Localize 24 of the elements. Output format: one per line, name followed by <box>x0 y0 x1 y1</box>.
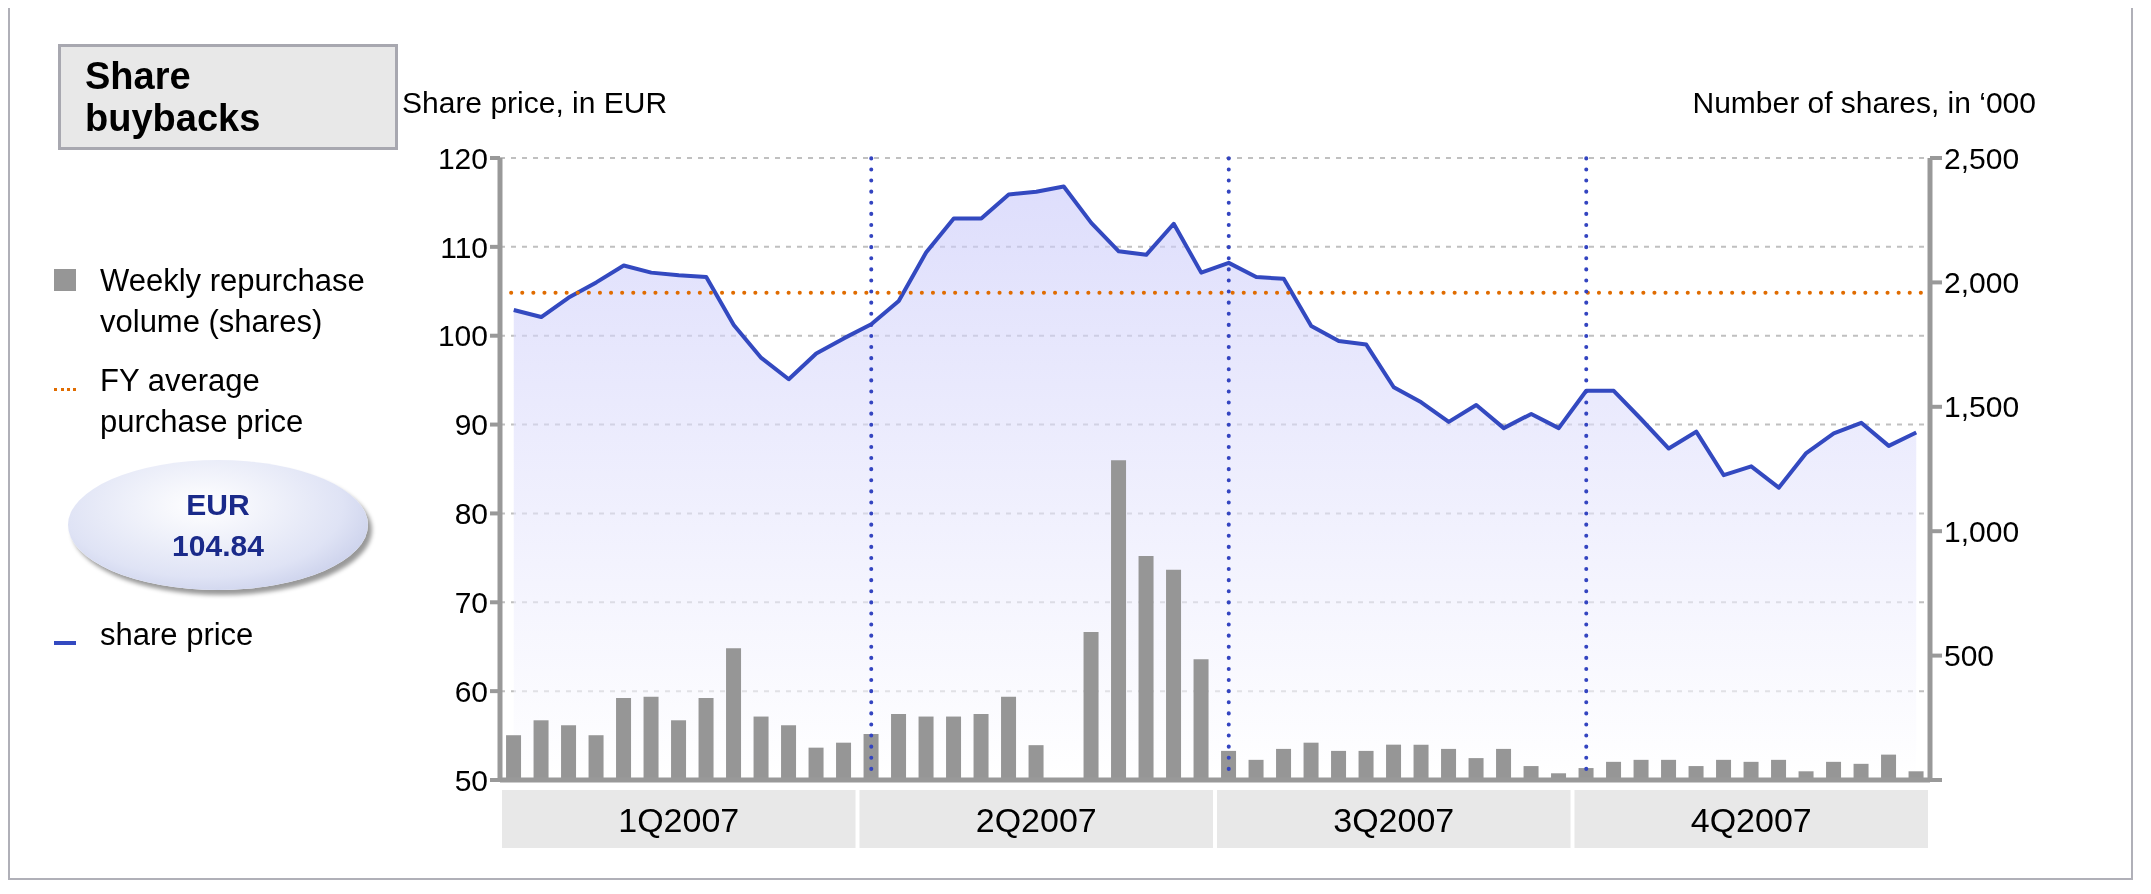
x-tick-label: 3Q2007 <box>1333 801 1455 839</box>
legend-label: Weekly repurchase volume (shares) <box>100 263 365 339</box>
y-tick-label: 60 <box>454 674 488 708</box>
legend-label: FY average purchase price <box>100 363 304 439</box>
y-tick-label: 120 <box>437 141 488 175</box>
y2-tick-label: 1,500 <box>1944 390 2020 424</box>
y-tick-label: 80 <box>454 497 488 531</box>
y-tick-label: 50 <box>454 763 488 797</box>
y2-tick-label: 2,000 <box>1944 266 2020 300</box>
y2-tick-label: 2,500 <box>1944 141 2020 175</box>
y-axis-title: Share price, in EUR <box>402 86 668 119</box>
y-tick-label: 100 <box>437 319 488 353</box>
y-tick-label: 90 <box>454 408 488 442</box>
x-tick-label: 2Q2007 <box>975 801 1097 839</box>
text: EUR 104.84 <box>171 487 265 564</box>
x-tick-label: 1Q2007 <box>618 801 740 839</box>
y-tick-label: 70 <box>454 585 488 619</box>
y2-tick-label: 500 <box>1944 639 1995 673</box>
y-tick-label: 110 <box>440 230 488 264</box>
text: Share buybacks <box>85 55 261 139</box>
y2-tick-label: 1,000 <box>1944 514 2020 548</box>
legend-label: share price <box>100 617 254 652</box>
y2-axis-title: Number of shares, in ‘000 <box>1692 86 2036 119</box>
x-tick-label: 4Q2007 <box>1690 801 1812 839</box>
